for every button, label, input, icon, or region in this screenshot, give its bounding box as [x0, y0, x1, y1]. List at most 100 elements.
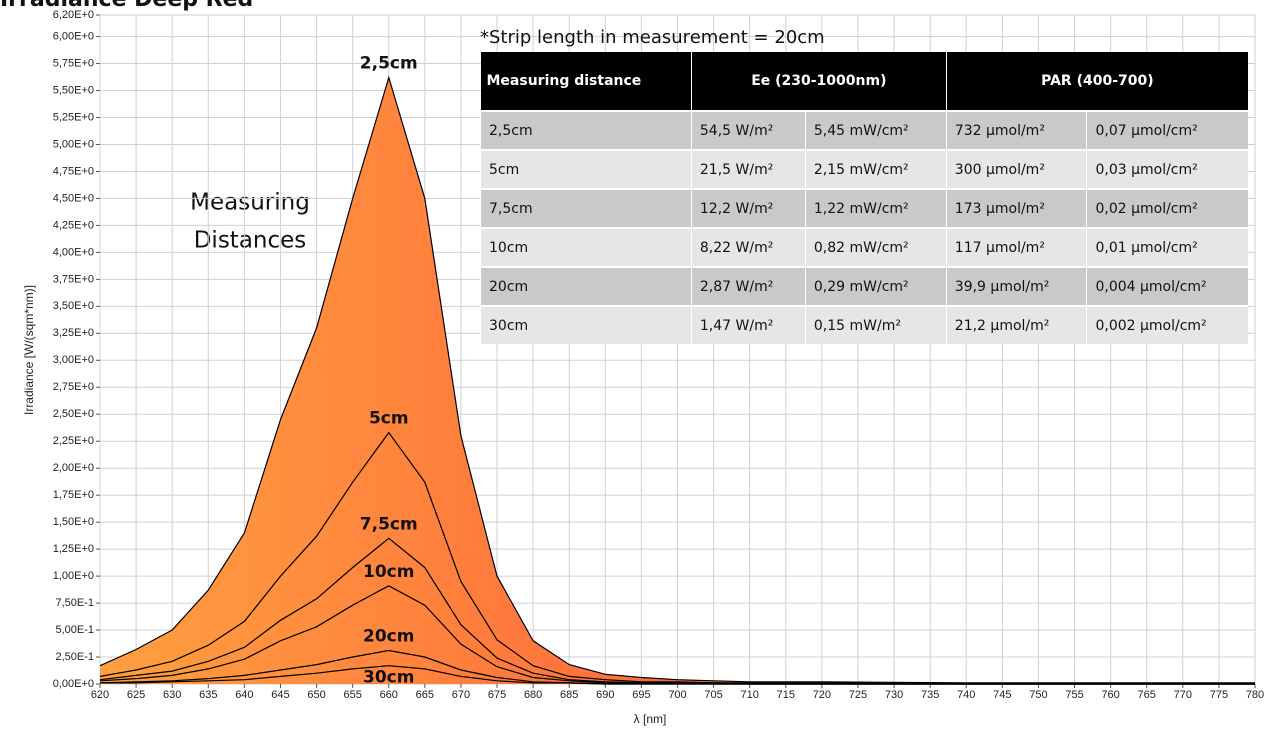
x-tick-label: 770: [1174, 689, 1192, 701]
y-tick-label: 3,50E+0: [53, 300, 94, 312]
x-tick-label: 780: [1246, 689, 1264, 701]
x-tick-label: 700: [668, 689, 686, 701]
series-label: 7,5cm: [360, 514, 418, 534]
series-label: 2,5cm: [360, 54, 418, 74]
x-tick-label: 725: [849, 689, 867, 701]
x-tick-label: 735: [921, 689, 939, 701]
table-note: *Strip length in measurement = 20cm: [480, 27, 825, 48]
y-tick-label: 0,00E+0: [53, 678, 94, 690]
table-cell: 1,47 W/m²: [690, 305, 806, 344]
y-tick-label: 5,25E+0: [53, 111, 94, 123]
y-tick-label: 4,00E+0: [53, 246, 94, 258]
annotation: Distances: [194, 228, 307, 254]
table-cell: 2,15 mW/cm²: [804, 149, 947, 189]
x-tick-label: 695: [632, 689, 650, 701]
y-tick-label: 6,20E+0: [53, 9, 94, 21]
table-cell: 8,22 W/m²: [690, 227, 806, 267]
x-tick-label: 685: [560, 689, 578, 701]
x-tick-label: 675: [488, 689, 506, 701]
table-cell: 2,87 W/m²: [690, 266, 806, 306]
table-cell: 0,82 mW/cm²: [804, 227, 947, 267]
table-row: 5cm 21,5 W/m² 2,15 mW/cm² 300 µmol/m² 0,03 µ…: [480, 149, 1248, 189]
series-label: 20cm: [363, 627, 414, 647]
table-cell: 0,002 µmol/cm²: [1086, 305, 1248, 344]
data-table: Measuring distance Ee (230-1000nm) PAR (…: [480, 52, 1248, 344]
table-cell: 0,07 µmol/cm²: [1086, 110, 1248, 150]
y-tick-label: 2,00E+0: [53, 462, 94, 474]
table-cell: 0,15 mW/m²: [804, 305, 947, 344]
y-tick-label: 4,75E+0: [53, 165, 94, 177]
table-header: Measuring distance Ee (230-1000nm) PAR (…: [480, 52, 1248, 111]
x-tick-label: 635: [199, 689, 217, 701]
x-tick-label: 650: [307, 689, 325, 701]
table-cell: 5cm: [480, 149, 692, 189]
table-cell: 173 µmol/m²: [945, 188, 1087, 228]
x-tick-label: 775: [1210, 689, 1228, 701]
x-tick-label: 655: [343, 689, 361, 701]
y-tick-label: 4,50E+0: [53, 192, 94, 204]
table-cell: 1,22 mW/cm²: [804, 188, 947, 228]
table-cell: 0,29 mW/cm²: [804, 266, 947, 306]
series-label: 5cm: [369, 409, 409, 429]
x-tick-label: 625: [127, 689, 145, 701]
y-tick-label: 5,50E+0: [53, 84, 94, 96]
header-cell: Measuring distance: [480, 52, 692, 111]
table-row: 30cm 1,47 W/m² 0,15 mW/m² 21,2 µmol/m² 0,002…: [480, 305, 1248, 344]
x-tick-label: 755: [1065, 689, 1083, 701]
y-tick-label: 1,00E+0: [53, 570, 94, 582]
x-tick-label: 680: [524, 689, 542, 701]
table-cell: 39,9 µmol/m²: [945, 266, 1087, 306]
x-tick-label: 745: [993, 689, 1011, 701]
table-cell: 0,03 µmol/cm²: [1086, 149, 1248, 189]
x-tick-label: 705: [704, 689, 722, 701]
table-cell: 12,2 W/m²: [690, 188, 806, 228]
y-tick-label: 2,50E+0: [53, 408, 94, 420]
y-tick-label: 1,50E+0: [53, 516, 94, 528]
x-tick-label: 630: [163, 689, 181, 701]
series-line: [99, 431, 1255, 685]
x-tick-label: 730: [885, 689, 903, 701]
x-tick-label: 715: [777, 689, 795, 701]
table-row: 7,5cm 12,2 W/m² 1,22 mW/cm² 173 µmol/m² 0,02…: [480, 188, 1248, 228]
table-cell: 10cm: [480, 227, 692, 267]
x-tick-label: 645: [271, 689, 289, 701]
table-cell: 732 µmol/m²: [945, 110, 1087, 150]
table-cell: 54,5 W/m²: [690, 110, 806, 150]
series-line: [99, 75, 1255, 684]
y-tick-label: 3,00E+0: [53, 354, 94, 366]
series-line: [100, 665, 1255, 685]
table-cell: 300 µmol/m²: [945, 149, 1087, 189]
x-tick-label: 740: [957, 689, 975, 701]
table-cell: 5,45 mW/cm²: [804, 110, 947, 150]
x-axis-label: λ [nm]: [634, 712, 667, 726]
y-tick-label: 5,00E-1: [55, 624, 94, 636]
y-axis-label: Irradiance [W/(sqm*nm)]: [22, 285, 36, 415]
x-tick-label: 620: [91, 689, 109, 701]
chart-title: Irradiance Deep Red: [0, 0, 253, 12]
table-cell: 117 µmol/m²: [945, 227, 1087, 267]
y-tick-label: 6,00E+0: [53, 30, 94, 42]
table-cell: 2,5cm: [480, 110, 692, 150]
table-cell: 0,01 µmol/cm²: [1086, 227, 1248, 267]
x-tick-label: 640: [235, 689, 253, 701]
table-cell: 21,2 µmol/m²: [945, 305, 1087, 344]
table-cell: 7,5cm: [480, 188, 692, 228]
y-tick-label: 1,75E+0: [53, 489, 94, 501]
x-tick-label: 760: [1101, 689, 1119, 701]
area: [100, 77, 1255, 685]
y-tick-label: 5,00E+0: [53, 138, 94, 150]
y-tick-label: 5,75E+0: [53, 57, 94, 69]
table-cell: 0,02 µmol/cm²: [1086, 188, 1248, 228]
x-tick-label: 690: [596, 689, 614, 701]
annotation: Measuring: [190, 190, 310, 216]
table-cell: 21,5 W/m²: [690, 149, 806, 189]
y-tick-label: 4,25E+0: [53, 219, 94, 231]
header-cell: Ee (230-1000nm): [690, 52, 947, 111]
table-row: 10cm 8,22 W/m² 0,82 mW/cm² 117 µmol/m² 0,01 …: [480, 227, 1248, 267]
x-tick-label: 720: [813, 689, 831, 701]
y-tick-label: 2,50E-1: [55, 651, 94, 663]
y-tick-label: 7,50E-1: [55, 597, 94, 609]
x-tick-label: 665: [416, 689, 434, 701]
x-tick-label: 670: [452, 689, 470, 701]
